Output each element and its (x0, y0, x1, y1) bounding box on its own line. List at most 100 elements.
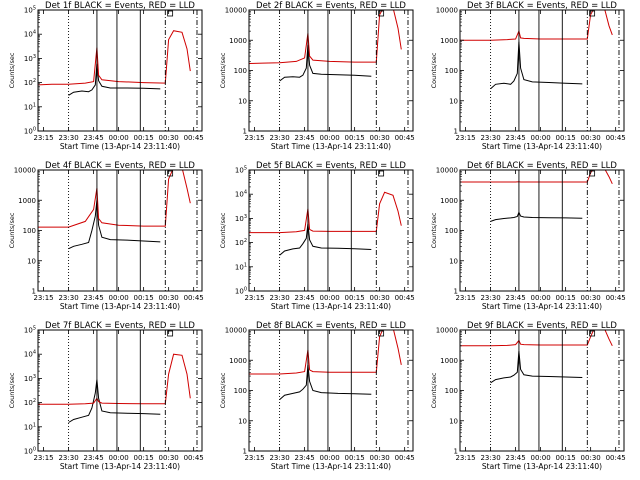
x-tick-label: 23:15 (33, 454, 53, 462)
y-tick-label: 104 (24, 30, 36, 39)
x-tick-label: 23:30 (58, 134, 78, 142)
panel-det-1: 23:15 23:30 23:45 00:00 00:15 00:30 00:45 100 10… (8, 1, 204, 151)
x-tick-label: 23:30 (58, 454, 78, 462)
y-tick-label: 100 (234, 67, 247, 75)
y-tick-label: 10 (449, 257, 458, 265)
x-axis-title: Start Time (13-Apr-14 23:11:40) (60, 142, 180, 151)
x-tick-label: 00:30 (581, 454, 601, 462)
y-tick-label: 104 (235, 190, 247, 199)
x-tick-label: 23:15 (455, 134, 475, 142)
x-tick-label: 00:30 (370, 294, 390, 302)
panel-det-7: 23:15 23:30 23:45 00:00 00:15 00:30 00:45 100 10… (8, 321, 204, 471)
y-tick-label: 10000 (436, 7, 458, 15)
x-tick-label: 23:15 (244, 454, 264, 462)
x-tick-label: 00:45 (606, 294, 626, 302)
x-tick-label: 23:45 (83, 294, 103, 302)
flag-marker (589, 170, 596, 177)
x-axis-title: Start Time (13-Apr-14 23:11:40) (271, 142, 391, 151)
plot-frame (248, 169, 414, 292)
y-tick-label: 102 (24, 78, 36, 87)
y-tick-label: 101 (24, 422, 36, 431)
panel-title: Det 1f BLACK = Events, RED = LLD (45, 1, 195, 11)
panel-det-4: 23:15 23:30 23:45 00:00 00:15 00:30 00:45 1 10 10… (8, 161, 204, 311)
y-tick-label: 102 (235, 238, 247, 247)
y-tick-label: 100 (24, 447, 36, 456)
y-tick-label: 1000 (440, 197, 458, 205)
x-tick-label: 00:15 (556, 134, 576, 142)
y-tick-label: 10000 (14, 167, 36, 175)
panel-det-3: 23:15 23:30 23:45 00:00 00:15 00:30 00:45 1 10 10… (430, 1, 626, 151)
y-tick-label: 1000 (440, 37, 458, 45)
x-axis-title: Start Time (13-Apr-14 23:11:40) (60, 462, 180, 471)
x-tick-label: 00:00 (320, 454, 340, 462)
y-axis-title: Counts/sec (430, 212, 438, 248)
y-tick-label: 100 (445, 227, 458, 235)
panel-det-6: 23:15 23:30 23:45 00:00 00:15 00:30 00:45 1 10 10… (430, 161, 626, 311)
x-tick-label: 23:15 (33, 294, 53, 302)
x-tick-label: 23:45 (505, 294, 525, 302)
panel-det-9: 23:15 23:30 23:45 00:00 00:15 00:30 00:45 1 10 10… (430, 321, 626, 471)
x-axis-title: Start Time (13-Apr-14 23:11:40) (271, 302, 391, 311)
y-tick-label: 100 (24, 127, 36, 136)
x-axis-title: Start Time (13-Apr-14 23:11:40) (482, 142, 602, 151)
y-tick-label: 105 (24, 6, 36, 15)
panel-title: Det 8f BLACK = Events, RED = LLD (256, 321, 406, 331)
y-tick-label: 1 (243, 448, 247, 456)
lld-series-line (38, 353, 191, 405)
y-tick-label: 100 (234, 387, 247, 395)
events-series-line (68, 379, 161, 423)
x-tick-label: 00:00 (109, 134, 129, 142)
x-tick-label: 00:15 (345, 294, 365, 302)
events-series-line (490, 41, 583, 90)
y-axis-title: Counts/sec (219, 52, 227, 88)
flag-marker (378, 170, 385, 177)
x-tick-label: 23:15 (455, 294, 475, 302)
y-tick-label: 105 (235, 166, 247, 175)
events-series-line (490, 210, 583, 222)
flag-marker (589, 10, 596, 17)
y-tick-label: 101 (24, 102, 36, 111)
y-tick-label: 104 (24, 350, 36, 359)
y-tick-label: 1 (454, 448, 458, 456)
y-tick-label: 10 (449, 417, 458, 425)
plot-frame (459, 169, 625, 292)
plot-frame (37, 9, 203, 132)
lld-series-line (249, 191, 402, 234)
events-series-line (279, 223, 372, 256)
events-series-line (68, 63, 161, 96)
y-tick-label: 10000 (436, 327, 458, 335)
y-axis-title: Counts/sec (219, 372, 227, 408)
y-tick-label: 10 (27, 257, 36, 265)
plot-frame (37, 329, 203, 452)
x-tick-label: 00:30 (370, 134, 390, 142)
x-tick-label: 23:15 (455, 454, 475, 462)
x-tick-label: 23:30 (269, 294, 289, 302)
x-tick-label: 23:45 (505, 134, 525, 142)
flag-marker (589, 330, 596, 337)
x-tick-label: 00:45 (184, 454, 204, 462)
y-axis-title: Counts/sec (219, 212, 227, 248)
x-tick-label: 23:45 (294, 134, 314, 142)
x-tick-label: 00:30 (159, 134, 179, 142)
x-tick-label: 00:45 (184, 134, 204, 142)
panel-det-5: 23:15 23:30 23:45 00:00 00:15 00:30 00:45 100 10… (219, 161, 415, 311)
events-series-line (279, 364, 372, 400)
lld-series-line (460, 170, 613, 185)
x-tick-label: 00:15 (134, 454, 154, 462)
x-tick-label: 00:45 (395, 134, 415, 142)
panel-title: Det 7f BLACK = Events, RED = LLD (45, 321, 195, 331)
x-tick-label: 23:45 (83, 134, 103, 142)
y-tick-label: 10 (238, 97, 247, 105)
lld-series-line (38, 170, 191, 228)
y-tick-label: 10000 (436, 167, 458, 175)
panel-title: Det 4f BLACK = Events, RED = LLD (45, 161, 195, 171)
x-tick-label: 00:00 (109, 454, 129, 462)
y-tick-label: 10000 (225, 327, 247, 335)
x-axis-title: Start Time (13-Apr-14 23:11:40) (60, 302, 180, 311)
x-tick-label: 23:45 (505, 454, 525, 462)
x-tick-label: 00:00 (531, 294, 551, 302)
y-tick-label: 1000 (440, 357, 458, 365)
x-tick-label: 00:30 (581, 134, 601, 142)
plot-frame (37, 169, 203, 292)
